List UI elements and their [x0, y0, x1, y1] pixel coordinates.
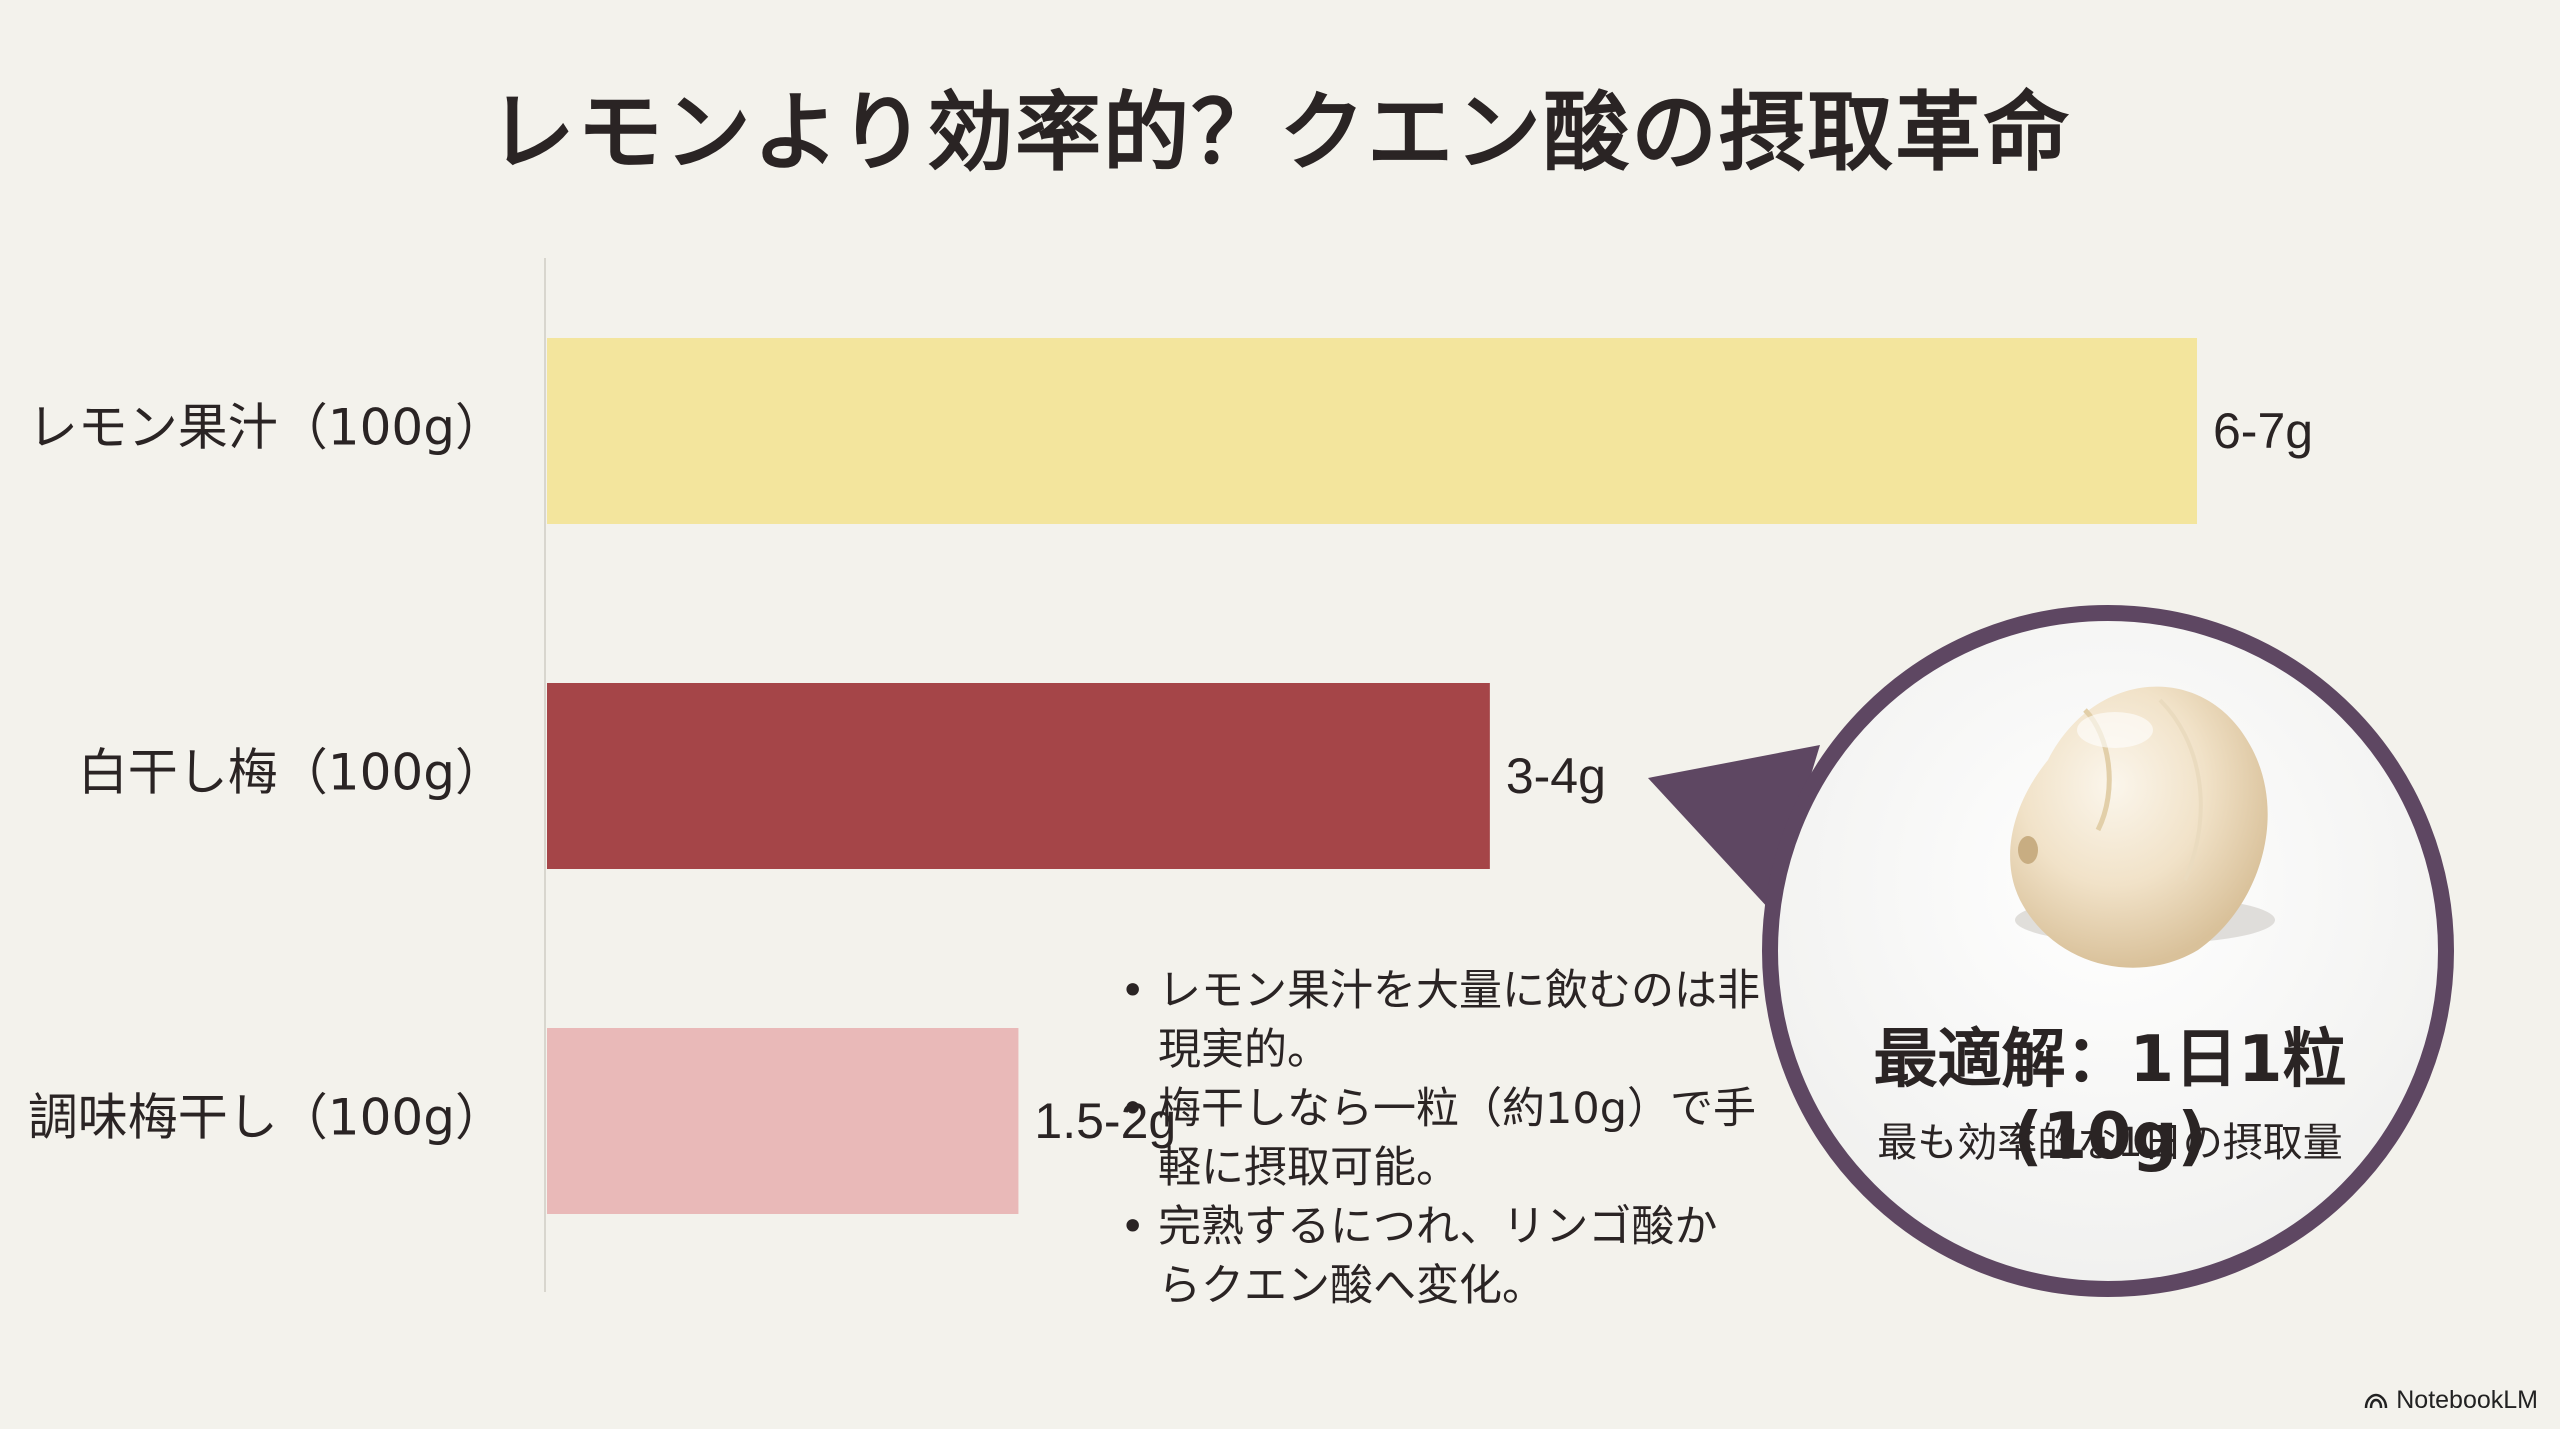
note-item: 完熟するにつれ、リンゴ酸からクエン酸へ変化。	[1120, 1198, 1760, 1316]
note-item: 梅干しなら一粒（約10g）で手軽に摂取可能。	[1120, 1080, 1760, 1198]
callout-bubble	[1648, 605, 2454, 1297]
notebooklm-icon	[2365, 1393, 2388, 1408]
callout-main-text: 最適解：1日1粒(10g)	[1873, 1023, 2347, 1174]
brand-badge: NotebookLM	[2364, 1386, 2538, 1415]
bar	[547, 338, 2197, 524]
page-title: レモンより効率的？クエン酸の摂取革命	[488, 82, 2072, 183]
bar	[547, 1028, 1019, 1214]
bar	[547, 683, 1490, 869]
category-label: レモン果汁（100g）	[28, 399, 505, 457]
callout-sub-text: 最も効率的な1日の摂取量	[1877, 1120, 2343, 1166]
brand-label: NotebookLM	[2396, 1386, 2538, 1414]
bar-value-label: 6-7g	[2213, 403, 2313, 459]
bars-layer: レモン果汁（100g） 6-7g 白干し梅（100g） 3-4g 調味梅干し（100g）…	[28, 338, 2313, 1214]
bar-value-label: 3-4g	[1506, 748, 1606, 804]
category-label: 白干し梅（100g）	[78, 744, 505, 802]
category-label: 調味梅干し（100g）	[28, 1089, 505, 1147]
umeboshi-photo	[2010, 686, 2268, 968]
note-item: レモン果汁を大量に飲むのは非現実的。	[1120, 962, 1760, 1080]
notes-list: レモン果汁を大量に飲むのは非現実的。 梅干しなら一粒（約10g）で手軽に摂取可能…	[1120, 962, 1760, 1316]
